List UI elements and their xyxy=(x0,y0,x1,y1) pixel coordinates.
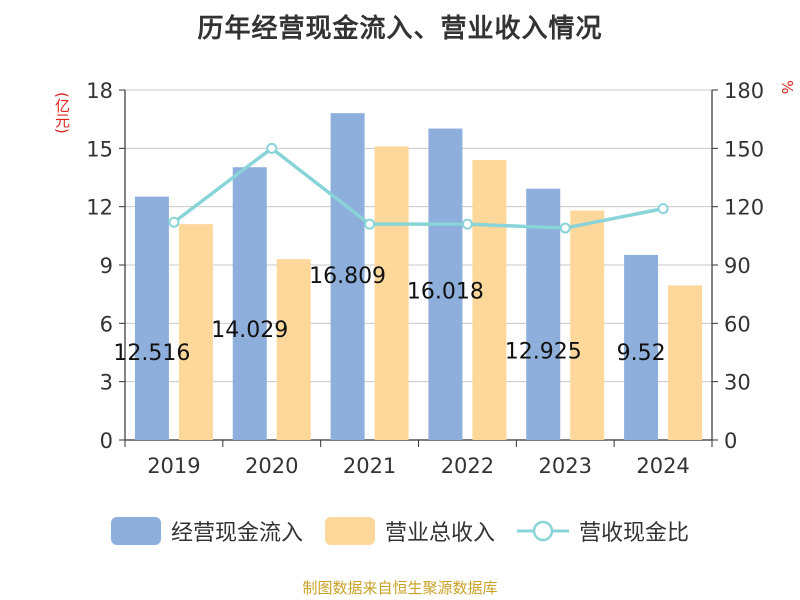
right-axis-tick-label: 60 xyxy=(724,312,751,336)
x-axis-tick-label: 2021 xyxy=(343,454,396,478)
legend-swatch-ratio xyxy=(517,520,569,542)
point-ratio xyxy=(168,216,180,228)
x-axis-tick-label: 2023 xyxy=(539,454,592,478)
chart-title: 历年经营现金流入、营业收入情况 xyxy=(197,14,603,44)
left-axis-unit: (亿元) xyxy=(53,92,71,134)
bar-revenue xyxy=(570,210,605,440)
bar-cash-inflow xyxy=(624,254,659,440)
left-axis-tick-label: 6 xyxy=(100,312,113,336)
point-ratio xyxy=(657,203,669,215)
legend-item-ratio[interactable]: 营收现金比 xyxy=(517,515,689,547)
right-axis-tick-label: 120 xyxy=(724,196,764,220)
data-label-cash-inflow: 12.516 xyxy=(113,341,190,366)
chart-legend: 经营现金流入 营业总收入 营收现金比 xyxy=(0,515,800,547)
legend-item-cash-inflow[interactable]: 经营现金流入 xyxy=(110,515,303,547)
bar-revenue xyxy=(668,285,703,440)
left-axis-tick-label: 9 xyxy=(100,254,113,278)
left-axis-tick-label: 18 xyxy=(86,79,113,103)
left-axis-tick-label: 3 xyxy=(100,371,113,395)
point-ratio xyxy=(559,222,571,234)
left-axis-tick-label: 0 xyxy=(100,429,113,453)
bar-cash-inflow xyxy=(330,113,365,441)
x-axis-tick-label: 2022 xyxy=(441,454,494,478)
bar-cash-inflow xyxy=(232,167,267,441)
legend-item-revenue[interactable]: 营业总收入 xyxy=(324,515,495,547)
legend-label-ratio: 营收现金比 xyxy=(579,521,690,546)
bar-revenue xyxy=(374,146,409,440)
left-axis-tick-label: 12 xyxy=(86,196,113,220)
right-axis-unit: % xyxy=(778,80,796,95)
data-label-cash-inflow: 12.925 xyxy=(505,340,582,365)
right-axis-tick-label: 30 xyxy=(724,371,751,395)
legend-swatch-cash-inflow xyxy=(110,517,161,545)
right-axis-tick-label: 0 xyxy=(724,429,737,453)
bar-cash-inflow xyxy=(526,188,561,440)
legend-label-revenue: 营业总收入 xyxy=(384,521,495,546)
x-axis-tick-label: 2024 xyxy=(636,454,689,478)
legend-swatch-revenue xyxy=(324,517,375,545)
right-axis-tick-label: 90 xyxy=(724,254,751,278)
data-label-cash-inflow: 9.52 xyxy=(617,341,666,366)
point-ratio xyxy=(461,218,473,230)
left-axis-tick-label: 15 xyxy=(86,137,113,161)
data-label-cash-inflow: 14.029 xyxy=(211,318,288,343)
x-axis-tick-label: 2020 xyxy=(245,454,298,478)
data-source-note: 制图数据来自恒生聚源数据库 xyxy=(302,579,498,597)
data-label-cash-inflow: 16.809 xyxy=(309,264,386,289)
bar-cash-inflow xyxy=(134,196,169,440)
line-ratio xyxy=(172,146,664,230)
bar-revenue xyxy=(472,160,507,440)
data-label-cash-inflow: 16.018 xyxy=(407,280,484,305)
legend-label-cash-inflow: 经营现金流入 xyxy=(170,521,303,546)
point-ratio xyxy=(364,218,376,230)
bar-revenue xyxy=(178,224,213,440)
right-axis-tick-label: 150 xyxy=(724,137,764,161)
x-axis-tick-label: 2019 xyxy=(147,454,200,478)
bar-revenue xyxy=(276,259,311,440)
point-ratio xyxy=(266,142,278,154)
bar-cash-inflow xyxy=(428,128,463,441)
right-axis-tick-label: 180 xyxy=(724,79,764,103)
